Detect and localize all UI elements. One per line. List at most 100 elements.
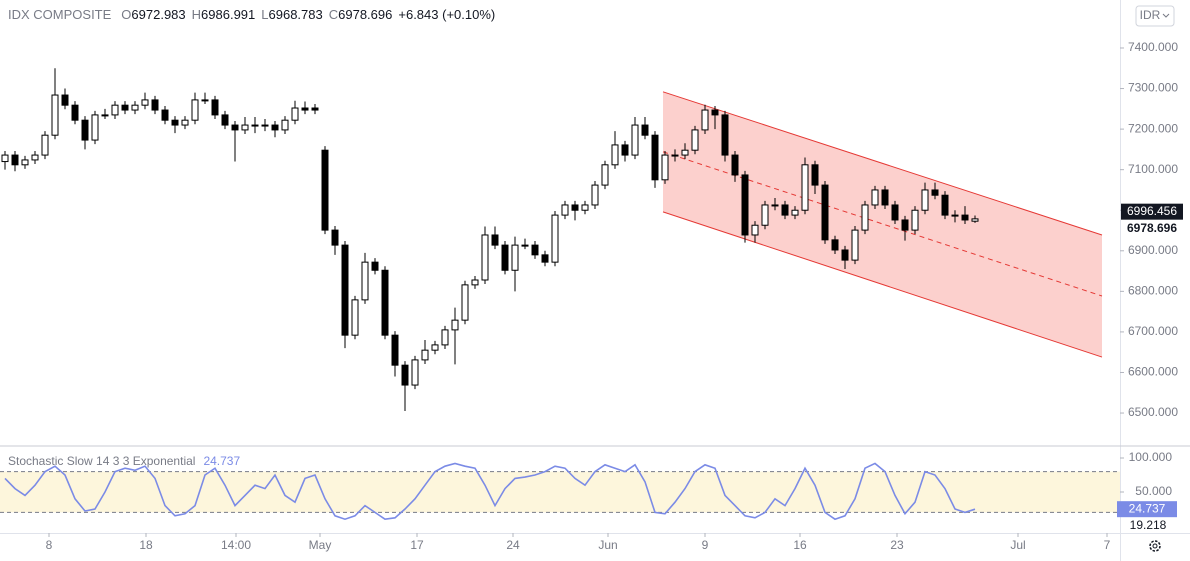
candle-body (801, 164, 809, 211)
candle-body (231, 124, 239, 131)
candle-body (721, 114, 729, 156)
candle-body (521, 244, 529, 247)
candle-body (811, 164, 819, 186)
candle-body (911, 209, 919, 231)
candle-body (371, 261, 379, 271)
candle-body (191, 99, 199, 121)
ohlc-key: L (261, 7, 268, 22)
candle-body (41, 134, 49, 156)
candle-body (71, 104, 79, 121)
candle-body (921, 189, 929, 211)
candle-body (541, 254, 549, 263)
price-badge (1121, 203, 1183, 220)
ohlc-key: C (329, 7, 338, 22)
candle-body (661, 154, 669, 181)
candle-body (361, 261, 369, 301)
candle-body (201, 99, 209, 102)
channel-lower (662, 211, 1103, 358)
candle-body (641, 124, 649, 136)
ohlc-key: H (192, 7, 201, 22)
candle-body (951, 214, 959, 217)
candle-body (851, 229, 859, 261)
candle-body (101, 114, 109, 117)
candle-body (111, 104, 119, 116)
candle-body (501, 244, 509, 271)
candle-body (491, 234, 499, 246)
ohlc-value: 6972.983 (131, 7, 185, 22)
candle-body (741, 174, 749, 236)
y-tick-label: 6900.000 (1128, 243, 1178, 257)
currency-button[interactable] (1135, 5, 1175, 27)
candle-body (821, 184, 829, 241)
candle-body (941, 194, 949, 216)
symbol: IDX COMPOSITE (8, 7, 112, 22)
candle-body (841, 249, 849, 261)
candle-body (351, 299, 359, 336)
candle-body (61, 94, 69, 106)
x-tick-label: 17 (410, 538, 424, 552)
candle-body (411, 359, 419, 386)
ohlc-value: 6986.991 (201, 7, 255, 22)
ohlc-value: 6978.696 (338, 7, 392, 22)
x-tick-label: 24 (506, 538, 520, 552)
candle-body (441, 329, 449, 346)
y-tick-label: 100.000 (1129, 450, 1173, 464)
candle-body (861, 204, 869, 231)
x-tick-label: 9 (702, 538, 709, 552)
candle-body (511, 244, 519, 271)
y-tick-label: 50.000 (1135, 484, 1172, 498)
candle-body (341, 244, 349, 336)
settings-icon[interactable] (1149, 540, 1161, 552)
candle-body (691, 129, 699, 151)
candle-body (901, 219, 909, 231)
candle-body (761, 204, 769, 226)
candle-body (701, 109, 709, 131)
x-tick-label: May (309, 538, 332, 552)
candle-body (141, 99, 149, 106)
candle-body (471, 279, 479, 286)
settings-icon-core (1152, 543, 1158, 549)
candle-body (481, 234, 489, 281)
x-tick-label: 18 (139, 538, 153, 552)
candle-body (621, 144, 629, 156)
candle-body (281, 119, 289, 131)
candle-body (391, 334, 399, 366)
candle-body (931, 189, 939, 196)
currency-label: IDR (1140, 8, 1161, 22)
candle-body (251, 124, 259, 127)
candle-body (791, 209, 799, 216)
y-tick-label: 6700.000 (1128, 324, 1178, 338)
candle-body (751, 224, 759, 236)
candle-body (461, 284, 469, 321)
y-tick-label: 7400.000 (1128, 40, 1178, 54)
candle-body (681, 149, 689, 156)
candle-body (581, 204, 589, 211)
candle-body (531, 244, 539, 256)
value-badge (1117, 501, 1177, 518)
candle-body (271, 124, 279, 131)
candle-body (731, 154, 739, 176)
candle-body (241, 124, 249, 131)
candle-body (181, 119, 189, 126)
candle-body (871, 189, 879, 206)
y-tick-label: 7100.000 (1128, 162, 1178, 176)
x-tick-label: 8 (46, 538, 53, 552)
currency-caret (1162, 13, 1170, 18)
candle-body (571, 204, 579, 211)
price-badge-label: 6996.456 (1127, 204, 1177, 218)
candle-body (261, 124, 269, 127)
x-tick-label: 16 (793, 538, 807, 552)
second-value-label: 19.218 (1130, 518, 1167, 532)
candle-body (601, 164, 609, 186)
candle-body (561, 204, 569, 216)
candle-body (381, 269, 389, 336)
x-tick-label: 7 (1104, 538, 1111, 552)
candle-body (321, 149, 329, 231)
candle-body (301, 107, 309, 111)
candle-body (91, 114, 99, 141)
candle-body (81, 119, 89, 141)
candle-body (671, 154, 679, 157)
value-badge-label: 24.737 (1129, 501, 1166, 515)
candle-body (51, 94, 59, 136)
